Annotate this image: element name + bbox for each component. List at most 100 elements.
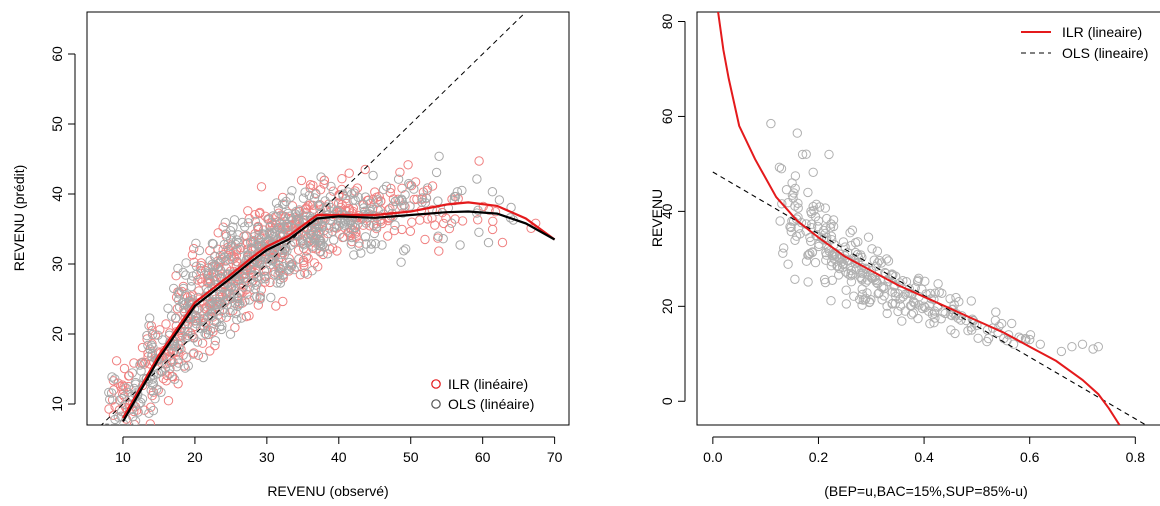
scatter-point: [174, 302, 185, 312]
scatter-point: [349, 250, 359, 260]
scatter-point: [303, 201, 313, 211]
scatter-point: [966, 296, 976, 306]
scatter-point: [267, 251, 277, 261]
scatter-point: [219, 239, 230, 250]
scatter-point: [299, 243, 309, 254]
scatter-point: [1077, 339, 1088, 349]
scatter-point: [434, 151, 444, 162]
scatter-point: [219, 304, 229, 314]
scatter-point: [153, 330, 163, 340]
scatter-point: [110, 414, 120, 425]
x-tick-label-left: 30: [259, 449, 275, 465]
legend-label-right: OLS (lineaire): [1062, 45, 1148, 61]
scatter-point: [337, 174, 347, 184]
scatter-point: [173, 263, 183, 274]
scatter-point: [196, 258, 206, 268]
scatter-point: [840, 242, 850, 252]
chart-left: 10 20 30 40 50 60 70 10 20 30 40 50 60 REVENU (obse…: [11, 11, 570, 499]
scatter-point: [189, 243, 199, 254]
scatter-point: [910, 298, 920, 309]
y-axis-label-right: REVENU: [649, 189, 665, 247]
scatter-point: [400, 190, 410, 200]
scatter-point: [420, 198, 431, 208]
scatter-point: [260, 277, 270, 287]
scatter-point: [253, 223, 263, 233]
scatter-point: [793, 198, 803, 209]
scatter-point: [260, 274, 270, 284]
scatter-point: [895, 301, 906, 311]
scatter-point: [1093, 342, 1104, 352]
scatter-point: [217, 299, 227, 309]
legend-left: ILR (linéaire) OLS (linéaire): [431, 376, 534, 412]
scatter-point: [117, 380, 128, 390]
scatter-point: [183, 361, 194, 371]
scatter-point: [235, 298, 245, 308]
scatter-point: [276, 265, 286, 275]
scatter-point: [233, 238, 243, 248]
scatter-point: [369, 228, 380, 239]
scatter-point: [360, 232, 371, 242]
scatter-point: [371, 222, 382, 232]
scatter-point: [846, 265, 856, 276]
legend-label-right: ILR (lineaire): [1062, 24, 1142, 40]
y-tick-label-left: 30: [49, 256, 65, 272]
scatter-point: [205, 346, 215, 356]
scatter-point: [256, 182, 267, 192]
scatter-point: [293, 215, 303, 226]
scatter-point: [127, 368, 138, 378]
scatter-point: [145, 313, 155, 323]
scatter-point: [410, 177, 421, 187]
scatter-point: [106, 388, 117, 398]
scatter-point: [1035, 339, 1046, 349]
scatter-point: [254, 208, 265, 219]
scatter-point: [249, 232, 259, 242]
scatter-point: [117, 394, 127, 404]
scatter-point: [444, 223, 455, 234]
scatter-point: [128, 412, 138, 422]
scatter-point: [183, 330, 194, 341]
scatter-point: [358, 199, 368, 209]
scatter-point: [940, 308, 950, 319]
scatter-point: [317, 222, 328, 232]
scatter-point: [934, 287, 944, 297]
scatter-point: [255, 291, 265, 301]
scatter-point: [490, 207, 501, 217]
scatter-point: [778, 248, 788, 258]
legend-label-left: ILR (linéaire): [448, 376, 528, 392]
scatter-point: [819, 225, 829, 236]
fitted-lines-right: [712, 12, 1147, 425]
scatter-point: [226, 292, 236, 302]
scatter-point: [270, 269, 280, 279]
scatter-point: [869, 255, 879, 265]
scatter-point: [317, 240, 328, 250]
scatter-point: [824, 149, 834, 160]
x-tick-label-right: 0.4: [914, 449, 934, 465]
scatter-point: [181, 270, 191, 280]
scatter-point: [990, 315, 1001, 326]
scatter-point: [245, 237, 256, 248]
scatter-point: [819, 274, 830, 285]
x-axis-label-right: (BEP=u,BAC=15%,SUP=85%-u): [824, 483, 1028, 499]
scatter-point: [867, 244, 877, 254]
scatter-point: [861, 263, 871, 273]
y-tick-label-right: 0: [659, 397, 675, 405]
scatter-point: [325, 244, 335, 254]
scatter-point: [393, 174, 404, 184]
scatter-point: [354, 241, 364, 251]
scatter-point: [457, 185, 467, 196]
scatter-point: [163, 396, 174, 406]
scatter-point: [278, 211, 288, 222]
scatter-point: [806, 208, 817, 219]
scatter-point: [908, 296, 919, 307]
scatter-point: [299, 260, 309, 271]
scatter-point: [441, 213, 451, 223]
fitted-curves-left: [122, 201, 556, 423]
scatter-point: [415, 215, 425, 225]
scatter-point: [897, 316, 907, 326]
scatter-point: [345, 223, 355, 233]
y-tick-label-left: 20: [49, 326, 65, 342]
x-tick-label-left: 50: [403, 449, 419, 465]
scatter-point: [316, 172, 326, 182]
scatter-point: [174, 344, 184, 354]
scatter-point: [216, 324, 227, 335]
